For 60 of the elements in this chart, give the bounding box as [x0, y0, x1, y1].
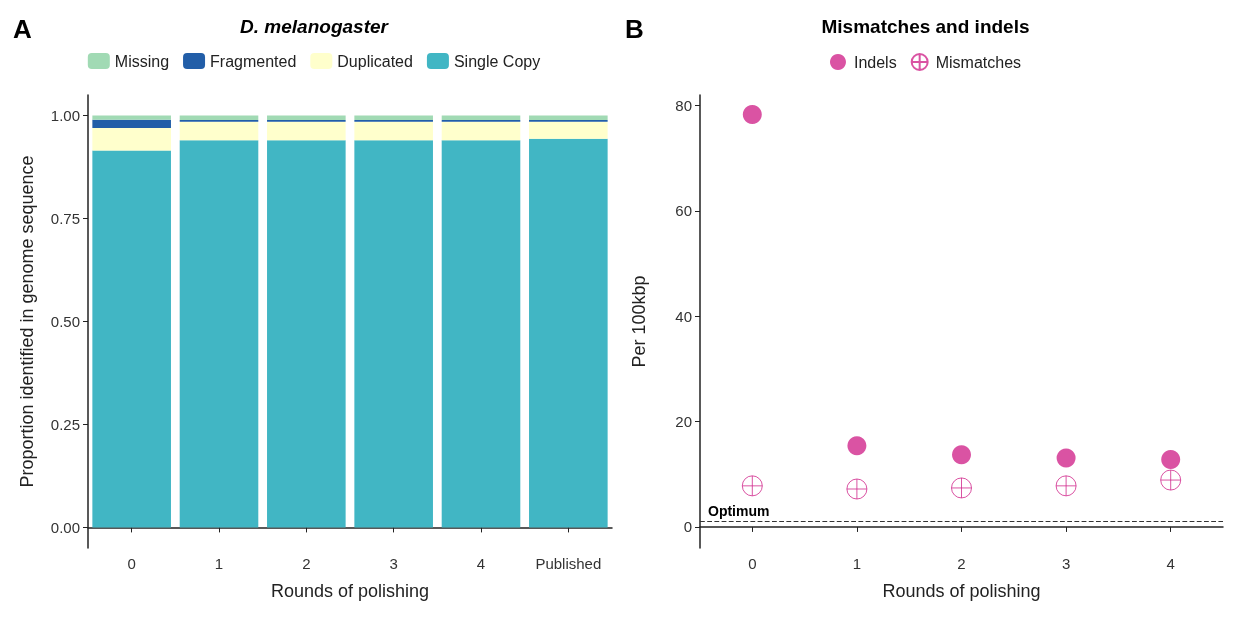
y-tick-label: 60 — [675, 202, 692, 220]
bar — [441, 121, 521, 141]
bar — [267, 140, 346, 528]
chart-title: D. melanogaster — [240, 16, 390, 37]
bar — [179, 140, 259, 528]
bar — [92, 127, 171, 151]
bar — [179, 121, 259, 141]
x-axis-title: Rounds of polishing — [882, 581, 1041, 601]
x-tick-label: 0 — [127, 555, 136, 572]
x-tick-label: 2 — [302, 555, 311, 572]
point — [742, 104, 762, 124]
x-tick-label: 3 — [389, 555, 398, 572]
x-tick-label: 2 — [957, 555, 966, 572]
y-tick-label: 0.50 — [50, 313, 80, 330]
point — [1160, 469, 1182, 491]
y-tick-label: 0.25 — [50, 415, 80, 433]
text: A — [13, 14, 32, 44]
y-tick-label: 0.00 — [50, 518, 80, 536]
point — [1055, 475, 1077, 497]
point — [846, 478, 868, 500]
chart-title: Mismatches and indels — [821, 16, 1030, 37]
legend-label: Fragmented — [210, 52, 297, 70]
x-axis-title: Rounds of polishing — [270, 581, 430, 601]
point — [952, 445, 971, 465]
y-tick-label: 0 — [683, 518, 692, 536]
bar — [354, 121, 433, 141]
x-tick-label: 1 — [852, 555, 862, 572]
point — [1056, 448, 1076, 468]
point — [741, 475, 763, 497]
bar — [92, 119, 171, 128]
bar — [92, 115, 171, 120]
point — [951, 477, 972, 499]
y-axis-title: Proportion identified in genome sequence — [17, 155, 37, 488]
bar — [267, 121, 346, 141]
y-axis-title: Per 100kbp — [629, 275, 649, 368]
bar — [529, 138, 608, 528]
y-tick-label: 20 — [675, 413, 692, 431]
x-tick-label: 3 — [1061, 555, 1071, 572]
legend-label: Mismatches — [935, 53, 1022, 71]
text: B — [625, 14, 644, 44]
legend-label: Indels — [853, 53, 897, 71]
y-tick-label: 40 — [675, 307, 692, 325]
point — [1161, 450, 1181, 469]
x-tick-label: 4 — [1166, 555, 1175, 572]
bar — [354, 140, 433, 528]
ref-line-label: Optimum — [708, 502, 770, 519]
y-tick-label: 80 — [675, 97, 692, 115]
x-tick-label: Published — [535, 555, 602, 572]
y-tick-label: 0.75 — [50, 210, 80, 228]
legend-label: Missing — [114, 52, 170, 70]
y-tick-label: 1.00 — [50, 107, 80, 125]
x-tick-label: 4 — [476, 555, 486, 572]
legend-label: Single Copy — [453, 52, 541, 70]
x-tick-label: 1 — [214, 555, 224, 572]
point — [847, 436, 867, 456]
bar — [529, 121, 608, 139]
bar — [92, 150, 171, 528]
legend-label: Duplicated — [337, 52, 413, 70]
x-tick-label: 0 — [748, 555, 757, 572]
bar — [441, 140, 521, 528]
